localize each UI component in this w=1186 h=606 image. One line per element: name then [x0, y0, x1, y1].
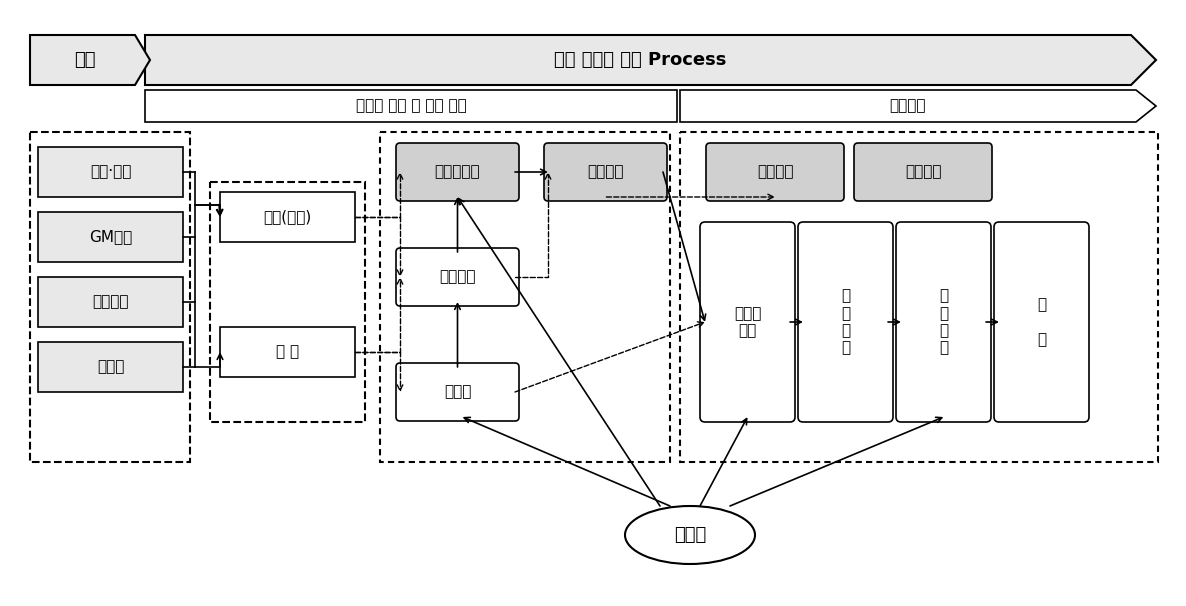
- Bar: [380, 132, 670, 462]
- FancyBboxPatch shape: [700, 222, 795, 422]
- Bar: [680, 132, 1158, 462]
- Text: 개 인: 개 인: [276, 344, 299, 359]
- Text: 물류회사: 물류회사: [905, 164, 942, 179]
- Bar: [210, 182, 365, 422]
- Text: 신차: 신차: [75, 51, 96, 69]
- Text: 국내 중고차 수출 Process: 국내 중고차 수출 Process: [554, 51, 727, 69]
- FancyBboxPatch shape: [994, 222, 1089, 422]
- Text: 르노삼성: 르노삼성: [93, 295, 129, 310]
- Bar: [219, 192, 355, 242]
- Text: 수
출
검
수: 수 출 검 수: [841, 288, 850, 356]
- Text: 수출절차: 수출절차: [890, 99, 926, 113]
- Text: 선

적: 선 적: [1037, 297, 1046, 347]
- Bar: [145, 90, 677, 122]
- FancyBboxPatch shape: [396, 248, 519, 306]
- Bar: [219, 327, 355, 377]
- Bar: [38, 277, 183, 327]
- Text: 중간매매상: 중간매매상: [435, 164, 480, 179]
- Text: 수출회사: 수출회사: [757, 164, 793, 179]
- Text: 폐차장: 폐차장: [444, 384, 471, 399]
- Text: 바이어: 바이어: [674, 526, 706, 544]
- Text: 경매회사: 경매회사: [439, 270, 476, 284]
- Text: 점검및
수리: 점검및 수리: [734, 306, 761, 338]
- Bar: [38, 342, 183, 392]
- FancyBboxPatch shape: [798, 222, 893, 422]
- Polygon shape: [680, 90, 1156, 122]
- Bar: [30, 132, 190, 462]
- Bar: [38, 212, 183, 262]
- Text: 수
출
통
관: 수 출 통 관: [939, 288, 948, 356]
- Polygon shape: [30, 35, 149, 85]
- FancyBboxPatch shape: [396, 363, 519, 421]
- Bar: [38, 147, 183, 197]
- FancyBboxPatch shape: [706, 143, 844, 201]
- FancyBboxPatch shape: [544, 143, 667, 201]
- Text: 회사(법인): 회사(법인): [263, 210, 312, 224]
- Polygon shape: [145, 35, 1156, 85]
- FancyBboxPatch shape: [396, 143, 519, 201]
- Text: GM대우: GM대우: [89, 230, 132, 244]
- Text: 중고차 유통 및 차량 매집: 중고차 유통 및 차량 매집: [356, 99, 466, 113]
- FancyBboxPatch shape: [895, 222, 991, 422]
- Text: 수입차: 수입차: [97, 359, 125, 375]
- FancyBboxPatch shape: [854, 143, 991, 201]
- Ellipse shape: [625, 506, 755, 564]
- Text: 수출회사: 수출회사: [587, 164, 624, 179]
- Text: 현대·기아: 현대·기아: [90, 164, 132, 179]
